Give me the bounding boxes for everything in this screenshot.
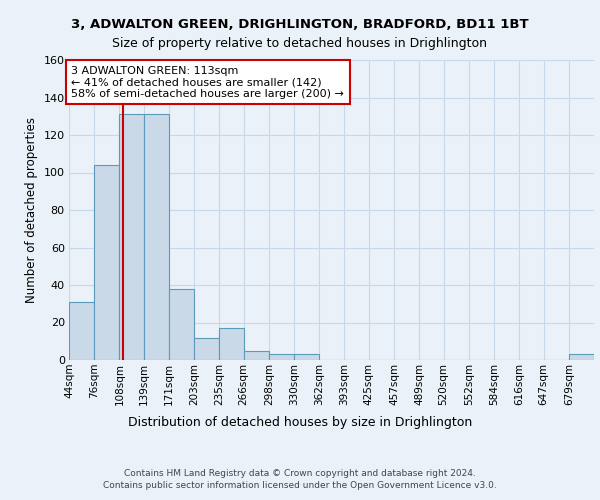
Text: Size of property relative to detached houses in Drighlington: Size of property relative to detached ho… bbox=[113, 38, 487, 51]
Bar bbox=[119, 114, 144, 360]
Bar bbox=[194, 338, 220, 360]
Text: Contains HM Land Registry data © Crown copyright and database right 2024.
Contai: Contains HM Land Registry data © Crown c… bbox=[103, 468, 497, 490]
Bar bbox=[220, 328, 244, 360]
Bar bbox=[569, 354, 594, 360]
Bar bbox=[69, 302, 94, 360]
Bar bbox=[169, 289, 194, 360]
Bar bbox=[294, 354, 319, 360]
Text: Distribution of detached houses by size in Drighlington: Distribution of detached houses by size … bbox=[128, 416, 472, 429]
Bar bbox=[144, 114, 169, 360]
Bar bbox=[269, 354, 294, 360]
Bar bbox=[244, 350, 269, 360]
Bar bbox=[94, 165, 119, 360]
Text: 3, ADWALTON GREEN, DRIGHLINGTON, BRADFORD, BD11 1BT: 3, ADWALTON GREEN, DRIGHLINGTON, BRADFOR… bbox=[71, 18, 529, 30]
Text: 3 ADWALTON GREEN: 113sqm
← 41% of detached houses are smaller (142)
58% of semi-: 3 ADWALTON GREEN: 113sqm ← 41% of detach… bbox=[71, 66, 344, 99]
Y-axis label: Number of detached properties: Number of detached properties bbox=[25, 117, 38, 303]
